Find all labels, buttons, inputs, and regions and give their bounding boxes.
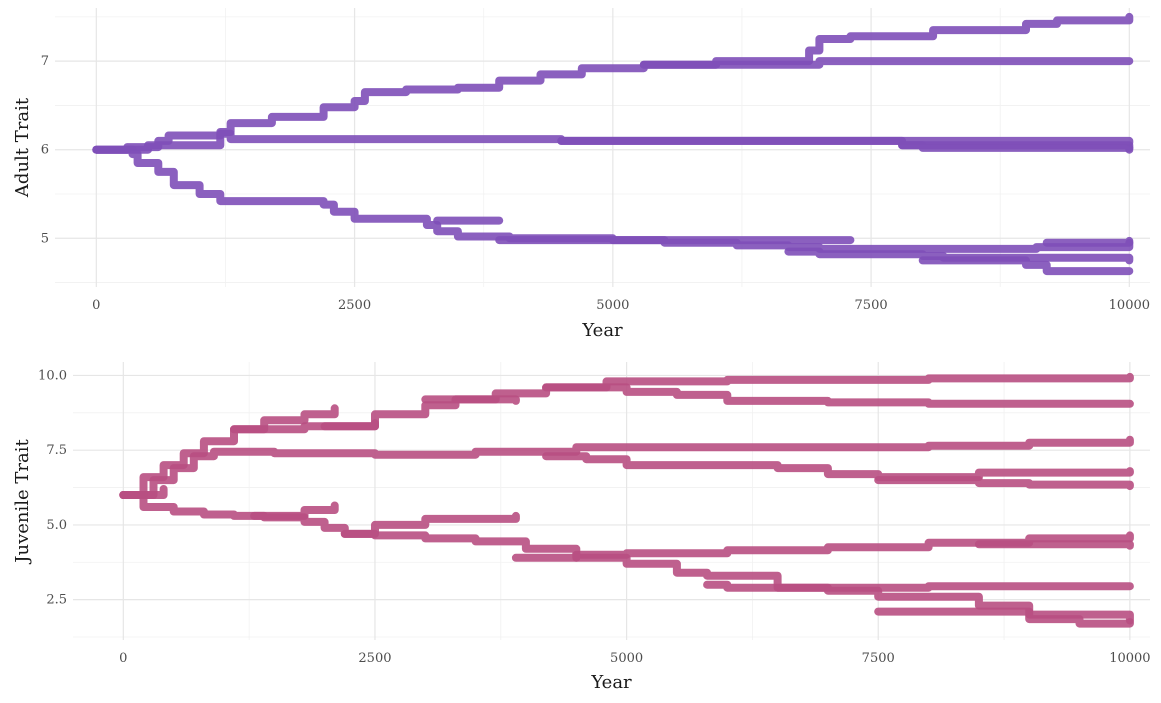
lineage-trace xyxy=(119,435,1134,499)
x-axis-title: Year xyxy=(590,672,632,693)
lineage-trace xyxy=(511,531,1134,562)
lineage-trace xyxy=(320,419,379,431)
lineage-trace xyxy=(703,580,1134,592)
lineage-trace xyxy=(918,256,1134,276)
lineage-trace xyxy=(874,476,1134,491)
x-tick-label: 0 xyxy=(92,298,100,313)
juvenile-trait-panel: 0 2500 5000 7500 10000 2.5 5.0 7.5 10.0 Year Juven… xyxy=(12,362,1151,693)
x-tick-label: 0 xyxy=(119,651,127,666)
y-tick-label: 5 xyxy=(41,231,49,246)
y-axis-title: Juvenile Trait xyxy=(12,439,33,565)
y-axis-title: Adult Trait xyxy=(12,97,33,198)
x-tick-label: 2500 xyxy=(338,298,371,313)
x-tick-label: 10000 xyxy=(1109,298,1150,313)
lineage-trace xyxy=(542,383,1134,408)
lineage-trace xyxy=(639,57,1134,69)
x-axis-title: Year xyxy=(581,320,623,341)
lineage-trace xyxy=(250,501,339,520)
y-tick-label: 7 xyxy=(41,54,49,69)
lineage-trace xyxy=(874,607,1134,628)
y-tick-label: 2.5 xyxy=(46,593,67,608)
x-tick-label: 7500 xyxy=(855,298,888,313)
lineage-trace xyxy=(1042,236,1134,247)
y-tick-label: 6 xyxy=(41,143,49,158)
x-tick-label: 2500 xyxy=(358,651,391,666)
y-tick-label: 7.5 xyxy=(46,443,67,458)
lineage-trace xyxy=(421,395,520,405)
y-tick-label: 5.0 xyxy=(46,518,67,533)
x-tick-label: 10000 xyxy=(1109,651,1150,666)
x-tick-label: 5000 xyxy=(610,651,643,666)
x-tick-label: 5000 xyxy=(596,298,629,313)
lineage-trace xyxy=(974,540,1134,550)
lineage-trace xyxy=(542,452,1134,482)
y-tick-label: 10.0 xyxy=(38,368,67,383)
lineage-trace xyxy=(784,247,1134,265)
x-tick-label: 7500 xyxy=(862,651,895,666)
adult-trait-panel: 0 2500 5000 7500 10000 5 6 7 Year Adult Trait xyxy=(12,8,1150,341)
lineage-trace xyxy=(898,141,1134,154)
lineage-trace xyxy=(340,511,520,538)
